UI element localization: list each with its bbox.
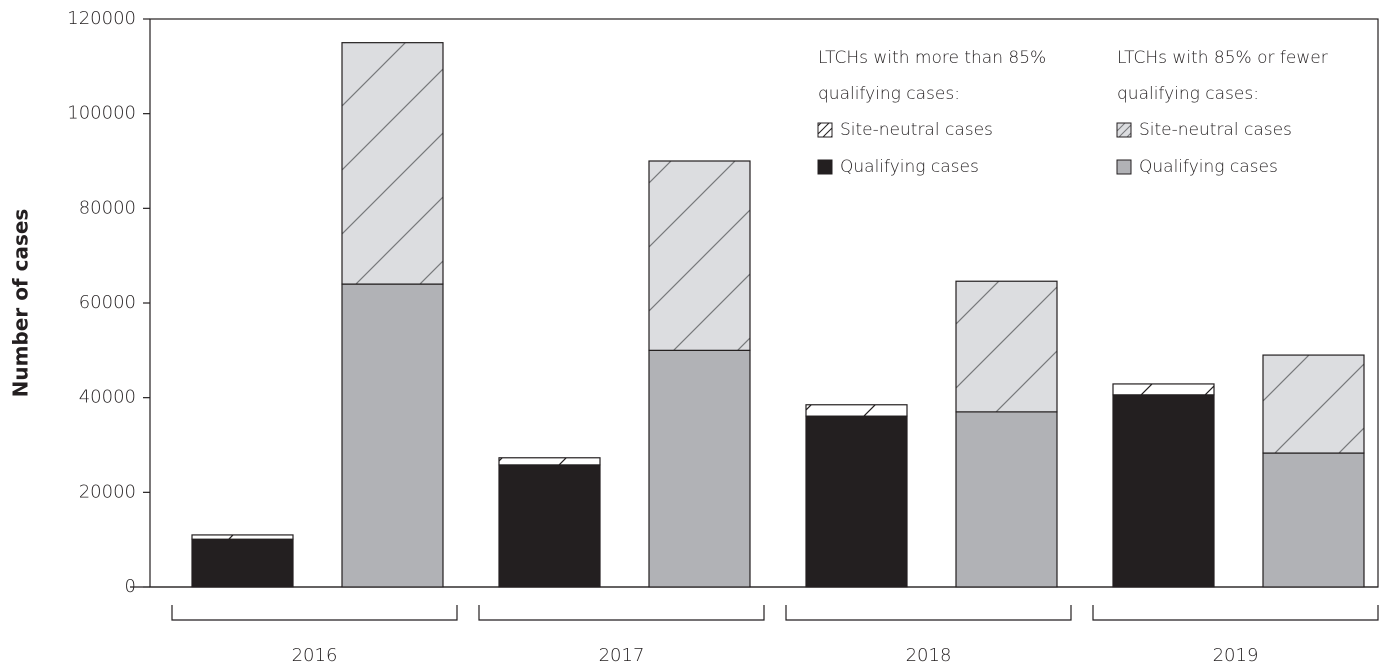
legend-label: Site-neutral cases [840, 120, 993, 140]
bar-segment [1112, 383, 1215, 396]
bar-segment [955, 280, 1058, 413]
y-axis-label: Number of cases [9, 209, 33, 398]
y-tick-label: 100000 [67, 103, 136, 124]
y-tick-label: 60000 [79, 292, 136, 313]
y-tick-label: 40000 [79, 387, 136, 408]
category-bracket [171, 605, 458, 621]
legend-swatch [1116, 122, 1132, 138]
legend-label: Site-neutral cases [1139, 120, 1292, 140]
category-bracket [478, 605, 765, 621]
bar-segment [191, 534, 294, 540]
bar-segment [1262, 354, 1365, 454]
x-tick-label: 2017 [599, 645, 645, 666]
bar-segment [805, 404, 908, 417]
bar-segment [341, 42, 444, 285]
legend-label: Qualifying cases [840, 157, 979, 177]
legend-title: LTCHs with more than 85% qualifying case… [818, 48, 1047, 104]
y-tick-label: 120000 [67, 8, 136, 29]
x-tick-label: 2018 [906, 645, 952, 666]
x-tick-label: 2016 [292, 645, 338, 666]
bar-segment [1262, 452, 1365, 588]
bar-segment [805, 415, 908, 588]
bar-segment [191, 538, 294, 588]
bar-segment [498, 457, 601, 466]
bar-segment [498, 464, 601, 588]
y-tick-label: 80000 [79, 197, 136, 218]
x-tick-label: 2019 [1213, 645, 1259, 666]
category-bracket [1092, 605, 1379, 621]
bar-segment [1112, 394, 1215, 588]
bar-segment [648, 349, 751, 588]
category-bracket [785, 605, 1072, 621]
legend-swatch [817, 159, 833, 175]
y-tick-label: 20000 [79, 481, 136, 502]
bar-segment [648, 160, 751, 351]
legend-swatch [1116, 159, 1132, 175]
legend-title: LTCHs with 85% or fewer qualifying cases… [1117, 48, 1328, 104]
legend-swatch [817, 122, 833, 138]
legend-label: Qualifying cases [1139, 157, 1278, 177]
bar-segment [955, 411, 1058, 588]
bar-segment [341, 283, 444, 588]
